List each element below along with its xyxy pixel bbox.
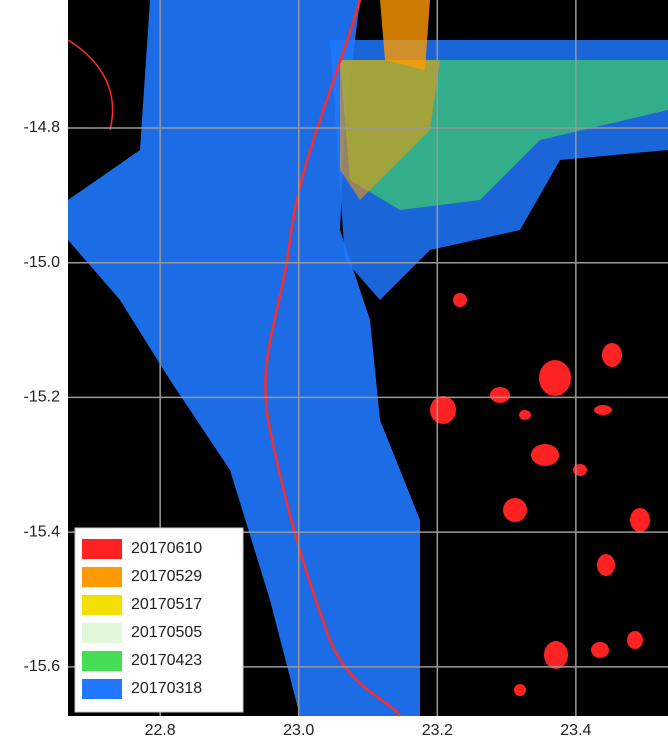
legend-label: 20170505 — [131, 624, 202, 641]
legend-swatch — [82, 539, 122, 559]
legend-swatch — [82, 679, 122, 699]
x-tick-label: 23.4 — [560, 722, 591, 739]
y-tick-label: -14.8 — [24, 119, 61, 136]
legend-swatch — [82, 567, 122, 587]
y-tick-label: -15.6 — [24, 658, 61, 675]
x-tick-label: 23.0 — [283, 722, 314, 739]
imagery — [67, 0, 668, 717]
legend-label: 20170529 — [131, 568, 202, 585]
legend-swatch — [82, 595, 122, 615]
legend-swatch — [82, 651, 122, 671]
legend-label: 20170610 — [131, 540, 202, 557]
y-tick-label: -15.0 — [24, 254, 61, 271]
legend-label: 20170517 — [131, 596, 202, 613]
legend-label: 20170318 — [131, 680, 202, 697]
legend-swatch — [82, 623, 122, 643]
x-tick-label: 22.8 — [145, 722, 176, 739]
y-tick-label: -15.2 — [24, 389, 61, 406]
x-tick-label: 23.2 — [422, 722, 453, 739]
legend-label: 20170423 — [131, 652, 202, 669]
y-tick-label: -15.4 — [24, 523, 61, 540]
